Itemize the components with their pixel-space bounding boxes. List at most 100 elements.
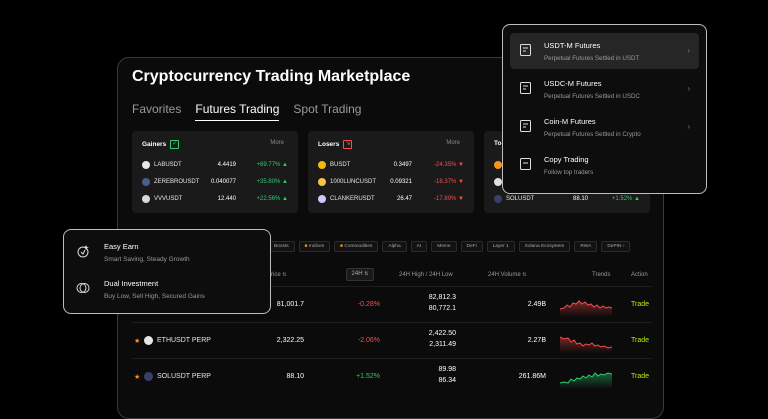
- low: 80,772.1: [428, 305, 456, 312]
- change: +35.80% ▲: [256, 179, 288, 185]
- trending-down-icon: ↘: [343, 140, 353, 149]
- chip-ai[interactable]: AI: [410, 241, 428, 252]
- change: -17.89% ▼: [434, 196, 464, 202]
- price: 4.4419: [217, 162, 236, 168]
- trend-sparkline-down: [560, 300, 612, 317]
- chip-layer1[interactable]: Layer 1: [486, 241, 515, 252]
- menu-item-coin-m-futures[interactable]: Coin-M Futures Perpetual Futures Settled…: [510, 109, 699, 145]
- low: 86.34: [438, 377, 456, 384]
- menu-item-title: USDT-M Futures: [544, 41, 601, 50]
- chevron-right-icon: ›: [687, 84, 690, 93]
- menu-item-usdc-m-futures[interactable]: USDC-M Futures Perpetual Futures Settled…: [510, 71, 699, 107]
- symbol: ZEREBROUSDT: [154, 179, 200, 185]
- col-volume[interactable]: 24H Volume ⇅: [488, 272, 527, 278]
- zerebro-coin-icon: [142, 178, 150, 186]
- change: -18.37% ▼: [434, 179, 464, 185]
- tab-futures-trading[interactable]: Futures Trading: [195, 102, 280, 121]
- chip-boosts[interactable]: Boosts: [268, 241, 295, 252]
- loser-row[interactable]: 1000LUNCUSDT 0.09321 -18.37% ▼: [318, 175, 464, 189]
- low: 2,311.49: [429, 341, 456, 348]
- losers-more-link[interactable]: More: [446, 140, 460, 146]
- chip-meme[interactable]: Meme: [431, 241, 457, 252]
- top-row[interactable]: [494, 175, 640, 189]
- change: -24.35% ▼: [434, 162, 464, 168]
- menu-item-title: Easy Earn: [104, 242, 139, 251]
- menu-item-subtitle: Perpetual Futures Settled in USDC: [544, 93, 640, 100]
- menu-item-subtitle: Perpetual Futures Settled in Crypto: [544, 131, 641, 138]
- losers-header: Losers ↘: [318, 140, 353, 149]
- last-price: 81,001.7: [276, 301, 304, 308]
- top-row[interactable]: [494, 158, 640, 172]
- gainers-header: Gainers ✓: [142, 140, 180, 149]
- tab-favorites[interactable]: Favorites: [132, 102, 182, 116]
- change: +22.56% ▲: [256, 196, 288, 202]
- chip-depin[interactable]: DePIN ›: [601, 241, 631, 252]
- sol-coin-icon: [494, 195, 502, 203]
- futures-popup-menu: USDT-M Futures Perpetual Futures Settled…: [502, 24, 707, 194]
- symbol: SOLUSDT PERP: [157, 373, 211, 380]
- top-card-header: To: [494, 140, 501, 147]
- gainer-row[interactable]: ZEREBROUSDT 0.040077 +35.80% ▲: [142, 175, 288, 189]
- favorite-star-icon[interactable]: ★: [134, 338, 141, 345]
- page-title: Cryptocurrency Trading Marketplace: [132, 68, 411, 85]
- menu-item-copy-trading[interactable]: Copy Trading Follow top traders: [510, 147, 699, 183]
- gainers-title: Gainers: [142, 141, 167, 148]
- trend-sparkline-up: [560, 372, 612, 389]
- col-24h-select[interactable]: 24H ⇅: [346, 268, 374, 281]
- table-row[interactable]: ★ ETHUSDT PERP 2,322.25 -2.06% 2,422.50 …: [132, 322, 652, 359]
- chevron-right-icon: ›: [687, 46, 690, 55]
- change: +1.52% ▲: [611, 196, 640, 202]
- chip-rwa[interactable]: RWA: [574, 241, 598, 252]
- dual-investment-icon: [76, 283, 90, 293]
- trending-up-icon: ✓: [170, 140, 180, 149]
- trend-sparkline-down: [560, 336, 612, 353]
- symbol: CLANKERUSDT: [330, 196, 375, 202]
- menu-item-title: Copy Trading: [544, 155, 589, 164]
- chip-defi[interactable]: DeFi: [460, 241, 483, 252]
- chevron-right-icon: ›: [687, 122, 690, 131]
- gainers-more-link[interactable]: More: [270, 140, 284, 146]
- trade-button[interactable]: Trade: [631, 301, 650, 308]
- b-coin-icon: [318, 161, 326, 169]
- loser-row[interactable]: CLANKERUSDT 26.47 -17.89% ▼: [318, 192, 464, 206]
- menu-item-title: Dual Investment: [104, 279, 159, 288]
- market-tabs: Favorites Futures Trading Spot Trading: [132, 102, 375, 121]
- chip-commodities[interactable]: ■ Commodities: [334, 241, 379, 252]
- table-row[interactable]: 81,001.7 -0.28% 82,812.3 80,772.1 2.49B …: [132, 286, 652, 323]
- menu-item-subtitle: Buy Low, Sell High, Secured Gains: [104, 293, 205, 300]
- symbol: 1000LUNCUSDT: [330, 179, 377, 185]
- favorite-star-icon[interactable]: ★: [134, 374, 141, 381]
- col-high-low: 24H High / 24H Low: [399, 272, 453, 278]
- trade-button[interactable]: Trade: [631, 337, 650, 344]
- tab-spot-trading[interactable]: Spot Trading: [293, 102, 362, 116]
- symbol: BUSDT: [330, 162, 351, 168]
- top-row[interactable]: SOLUSDT 88.10 +1.52% ▲: [494, 192, 640, 206]
- lunc-coin-icon: [318, 178, 326, 186]
- symbol: SOLUSDT: [506, 196, 535, 202]
- menu-item-subtitle: Follow top traders: [544, 169, 594, 176]
- menu-item-title: Coin-M Futures: [544, 117, 596, 126]
- top-card-title: To: [494, 140, 502, 147]
- copy-icon: [520, 158, 531, 170]
- earn-popup-menu: Easy Earn Smart Saving, Steady Growth Du…: [63, 229, 271, 314]
- btc-coin-icon: [494, 161, 502, 169]
- loser-row[interactable]: BUSDT 0.3497 -24.35% ▼: [318, 158, 464, 172]
- losers-title: Losers: [318, 141, 340, 148]
- eth-coin-icon: [494, 178, 502, 186]
- menu-item-usdt-m-futures[interactable]: USDT-M Futures Perpetual Futures Settled…: [510, 33, 699, 69]
- col-action: Action: [631, 272, 648, 278]
- gainer-row[interactable]: LABUSDT 4.4419 +69.77% ▲: [142, 158, 288, 172]
- symbol: LABUSDT: [154, 162, 182, 168]
- high: 89.98: [438, 366, 456, 373]
- chip-indices[interactable]: ■ Indices: [298, 241, 331, 252]
- trade-button[interactable]: Trade: [631, 373, 650, 380]
- earn-icon: [77, 245, 89, 258]
- col-trends: Trends: [592, 272, 611, 278]
- chip-alpha[interactable]: Alpha: [382, 241, 407, 252]
- gainer-row[interactable]: VVVUSDT 12.440 +22.56% ▲: [142, 192, 288, 206]
- document-icon: [520, 120, 531, 132]
- chip-solana-ecosystem[interactable]: Solana Ecosystem: [518, 241, 571, 252]
- document-icon: [520, 82, 531, 94]
- table-row[interactable]: ★ SOLUSDT PERP 88.10 +1.52% 89.98 86.34 …: [132, 358, 652, 395]
- price: 0.09321: [390, 179, 412, 185]
